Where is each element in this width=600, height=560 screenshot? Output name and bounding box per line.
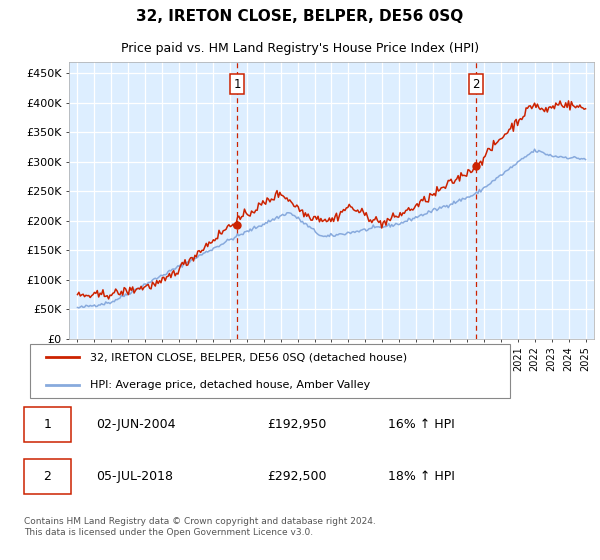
FancyBboxPatch shape xyxy=(24,407,71,442)
Text: 05-JUL-2018: 05-JUL-2018 xyxy=(96,470,173,483)
Text: 2: 2 xyxy=(44,470,52,483)
Text: 16% ↑ HPI: 16% ↑ HPI xyxy=(388,418,455,431)
Text: HPI: Average price, detached house, Amber Valley: HPI: Average price, detached house, Ambe… xyxy=(90,380,370,390)
Text: Price paid vs. HM Land Registry's House Price Index (HPI): Price paid vs. HM Land Registry's House … xyxy=(121,43,479,55)
Text: 1: 1 xyxy=(233,77,241,91)
Text: 2: 2 xyxy=(472,77,479,91)
Text: Contains HM Land Registry data © Crown copyright and database right 2024.
This d: Contains HM Land Registry data © Crown c… xyxy=(24,517,376,536)
Text: 02-JUN-2004: 02-JUN-2004 xyxy=(96,418,175,431)
Text: £292,500: £292,500 xyxy=(267,470,326,483)
Text: £192,950: £192,950 xyxy=(267,418,326,431)
FancyBboxPatch shape xyxy=(29,344,510,398)
Text: 18% ↑ HPI: 18% ↑ HPI xyxy=(388,470,455,483)
Text: 1: 1 xyxy=(44,418,52,431)
FancyBboxPatch shape xyxy=(24,459,71,494)
Text: 32, IRETON CLOSE, BELPER, DE56 0SQ: 32, IRETON CLOSE, BELPER, DE56 0SQ xyxy=(136,9,464,24)
Text: 32, IRETON CLOSE, BELPER, DE56 0SQ (detached house): 32, IRETON CLOSE, BELPER, DE56 0SQ (deta… xyxy=(90,352,407,362)
